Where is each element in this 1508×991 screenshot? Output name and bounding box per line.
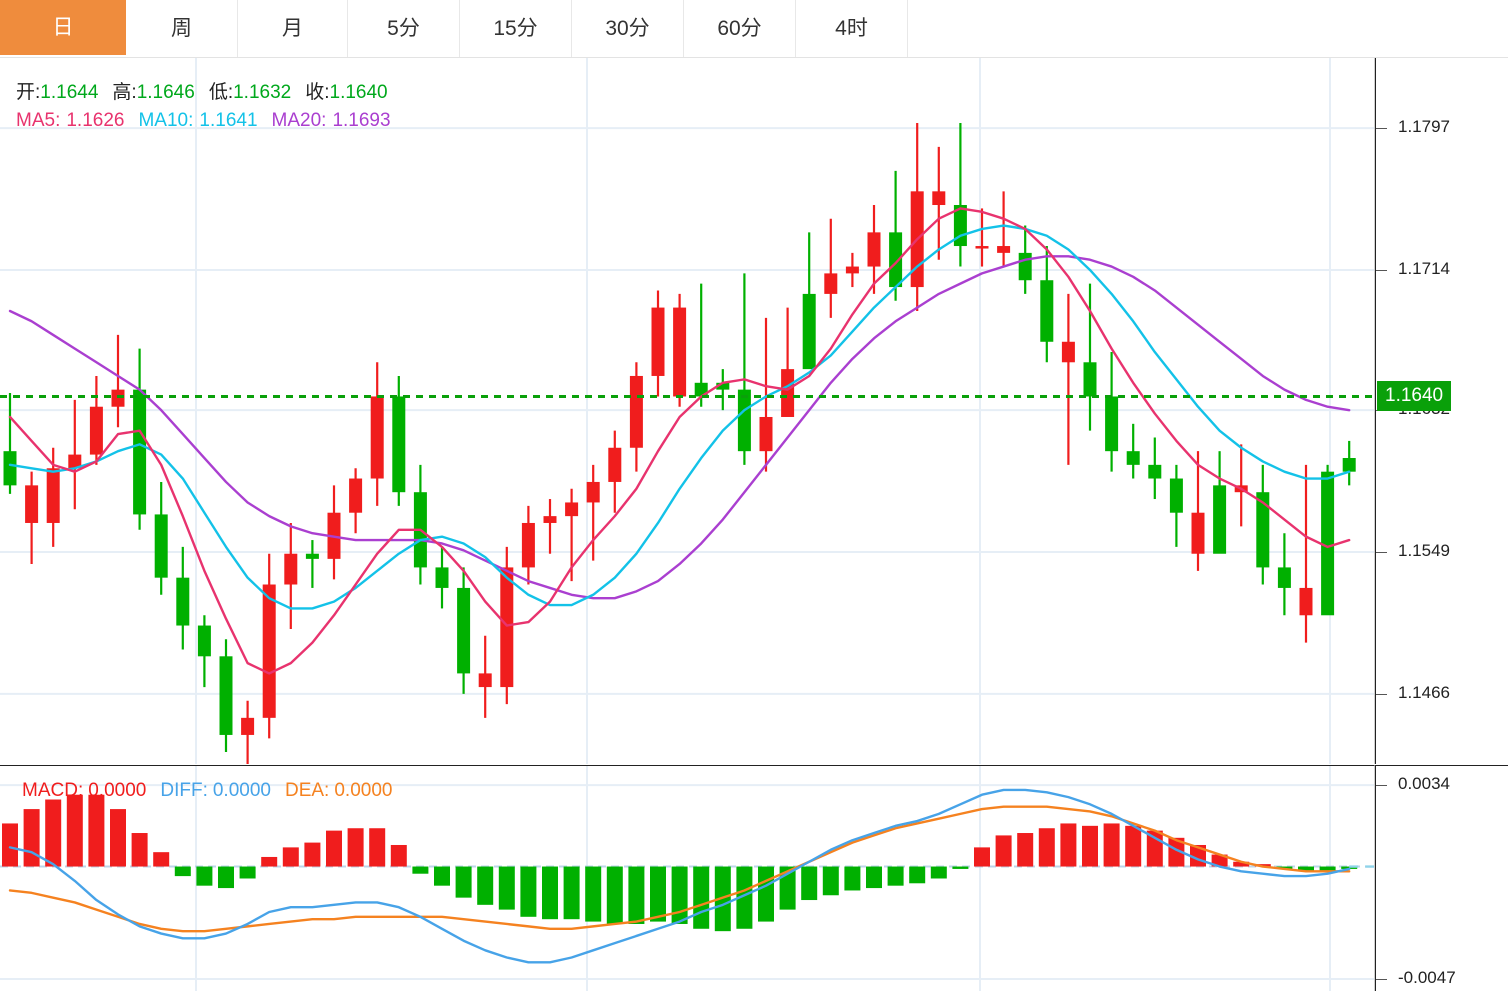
price-tick-mark <box>1376 128 1387 130</box>
tab-m3[interactable]: 5分 <box>348 0 460 57</box>
macd-tick-label: 0.0034 <box>1398 774 1450 794</box>
tab-week[interactable]: 周 <box>126 0 238 57</box>
ma5-value: 1.1626 <box>66 110 125 131</box>
tab-m5[interactable]: 30分 <box>572 0 684 57</box>
price-tick-mark <box>1376 693 1387 695</box>
close-value: 1.1640 <box>329 82 388 103</box>
diff-value: 0.0000 <box>212 780 271 801</box>
low-label: 低: <box>208 82 234 103</box>
dea-label: DEA: <box>284 780 330 801</box>
ma20-label: MA20: <box>271 110 327 131</box>
macd-value: 0.0000 <box>88 780 147 801</box>
tab-day[interactable]: 日 <box>0 0 126 55</box>
price-chart-svg <box>0 58 1374 764</box>
high-label: 高: <box>112 82 137 103</box>
open-value: 1.1644 <box>40 82 99 103</box>
ohlc-legend: 开:1.1644 高:1.1646 低:1.1632 收:1.1640 <box>16 80 388 105</box>
high-value: 1.1646 <box>136 82 195 103</box>
ma10-label: MA10: <box>138 110 194 131</box>
diff-label: DIFF: <box>160 780 208 801</box>
close-label: 收: <box>305 82 330 103</box>
dea-value: 0.0000 <box>334 780 393 801</box>
timeframe-tabbar: 日周月 5分 15分 30分 60分 4时 <box>0 0 1508 58</box>
macd-legend: MACD: 0.0000 DIFF: 0.0000 DEA: 0.0000 <box>22 780 392 802</box>
macd-tick-mark <box>1376 979 1387 981</box>
price-tick-mark <box>1376 269 1387 271</box>
macd-chart-pane[interactable] <box>0 765 1375 991</box>
macd-tick-mark <box>1376 785 1387 787</box>
tab-m6[interactable]: 60分 <box>684 0 796 57</box>
macd-chart-svg <box>0 766 1374 991</box>
ma20-value: 1.1693 <box>332 110 391 131</box>
tab-m7[interactable]: 4时 <box>796 0 908 57</box>
price-tick-mark <box>1376 552 1387 554</box>
ma5-label: MA5: <box>16 110 61 131</box>
macd-label: MACD: <box>22 780 84 801</box>
tab-month[interactable]: 月 <box>238 0 348 57</box>
macd-axis-pane: 0.0034 -0.0047 <box>1375 765 1508 991</box>
macd-tick-label: -0.0047 <box>1398 968 1456 988</box>
price-tick-label: 1.1466 <box>1398 682 1450 702</box>
price-tick-label: 1.1714 <box>1398 258 1450 278</box>
current-price-badge: 1.1640 <box>1377 381 1452 412</box>
low-value: 1.1632 <box>233 82 292 103</box>
open-label: 开: <box>16 82 41 103</box>
price-tick-label: 1.1797 <box>1398 117 1450 137</box>
tab-m4[interactable]: 15分 <box>460 0 572 57</box>
price-tick-label: 1.1549 <box>1398 541 1450 561</box>
ma10-value: 1.1641 <box>199 110 258 131</box>
price-chart-pane[interactable] <box>0 58 1375 764</box>
ma-legend: MA5: 1.1626 MA10: 1.1641 MA20: 1.1693 <box>16 108 391 133</box>
